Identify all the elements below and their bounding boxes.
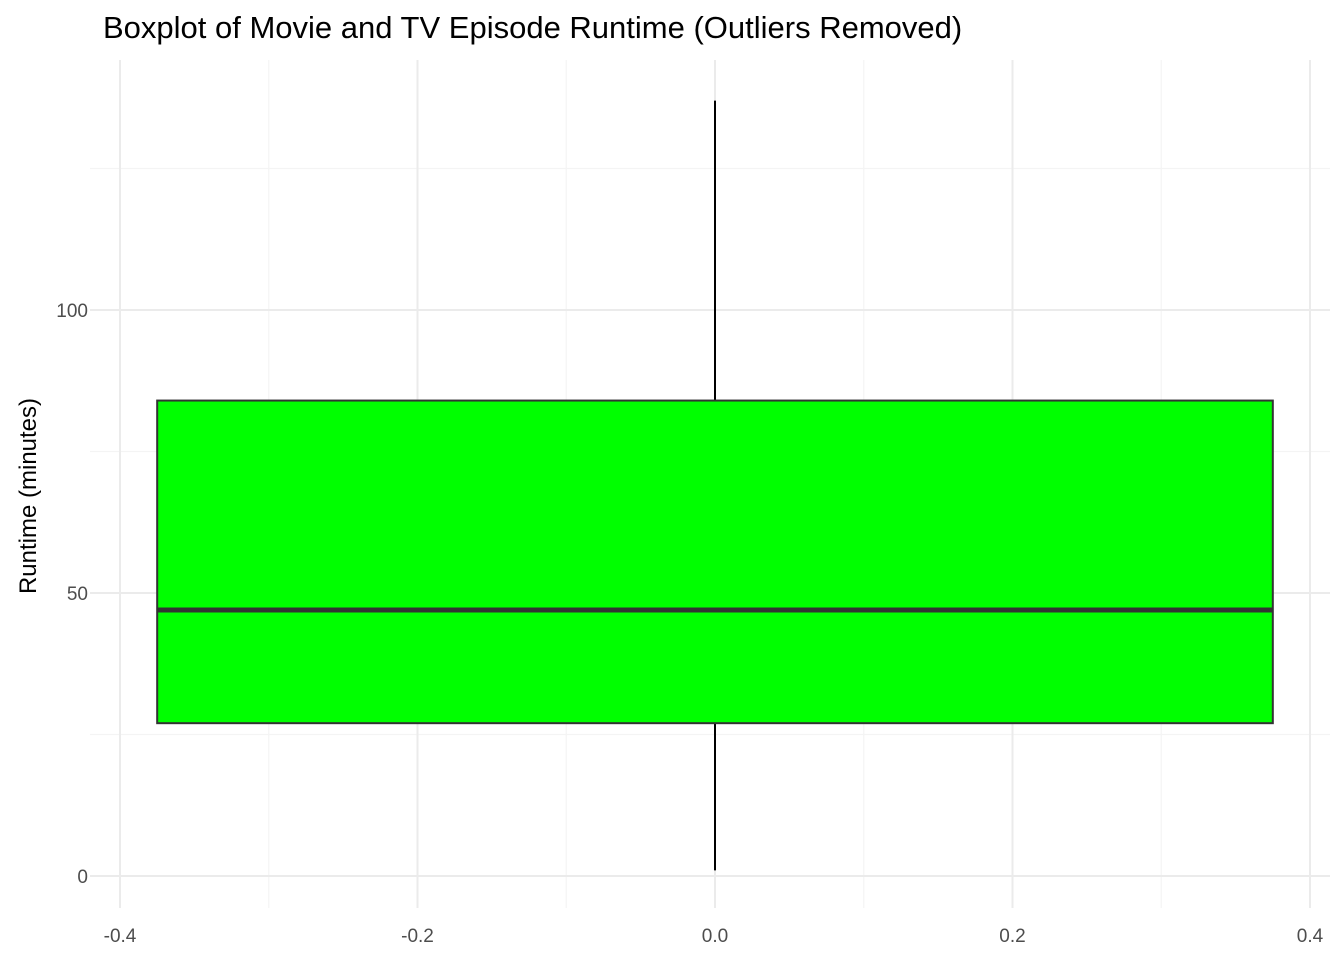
x-tick-label: 0.2: [999, 926, 1025, 947]
y-tick-label: 0: [77, 867, 88, 888]
x-axis-ticks: -0.4 -0.2 0.0 0.2 0.4: [104, 926, 1324, 947]
y-tick-label: 100: [56, 301, 88, 322]
box-marks: [156, 100, 1274, 871]
iqr-box: [156, 399, 1274, 725]
x-tick-label: -0.2: [401, 926, 434, 947]
y-axis-ticks: 0 50 100: [56, 301, 88, 888]
x-tick-label: -0.4: [104, 926, 137, 947]
chart-title: Boxplot of Movie and TV Episode Runtime …: [103, 10, 963, 45]
y-tick-label: 50: [67, 584, 88, 605]
x-tick-label: 0.0: [702, 926, 728, 947]
x-tick-label: 0.4: [1297, 926, 1324, 947]
y-axis-title: Runtime (minutes): [15, 398, 42, 594]
